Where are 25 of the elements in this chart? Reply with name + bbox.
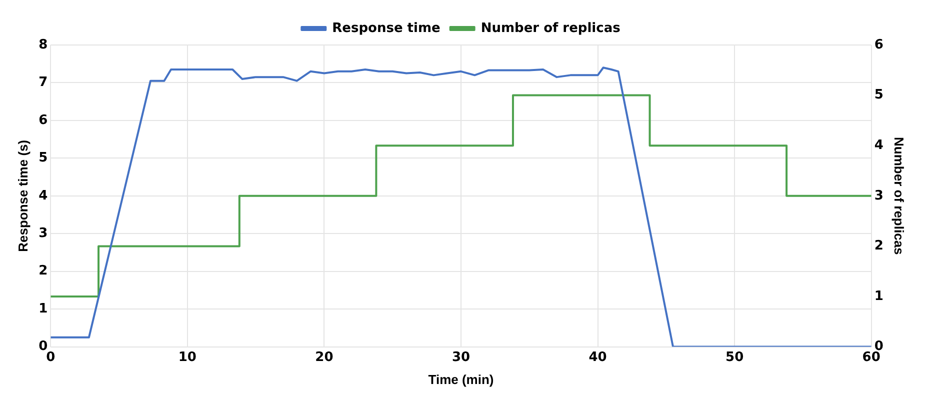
legend-label: Response time <box>332 20 441 36</box>
y-tick-label: 7 <box>38 75 48 90</box>
y-tick-label: 0 <box>38 339 48 354</box>
y-axis-title: Response time (s) <box>15 140 30 252</box>
y-tick-label: 4 <box>38 188 48 204</box>
x-tick-label: 40 <box>588 350 607 365</box>
x-tick-label: 20 <box>315 350 334 365</box>
x-tick-label: 50 <box>726 350 744 365</box>
y2-tick-label: 6 <box>874 37 884 52</box>
y-tick-label: 6 <box>38 112 48 128</box>
y-tick-label: 8 <box>38 37 48 52</box>
y-tick-label: 3 <box>38 226 48 241</box>
y2-tick-label: 3 <box>874 188 884 204</box>
y2-tick-label: 1 <box>874 288 884 304</box>
y2-tick-label: 4 <box>874 138 884 153</box>
y-tick-label: 2 <box>38 264 48 279</box>
y2-tick-label: 2 <box>874 238 884 254</box>
y2-tick-label: 5 <box>874 88 884 103</box>
y-tick-label: 1 <box>38 301 48 316</box>
x-axis-title: Time (min) <box>428 372 494 387</box>
y2-axis-title: Number of replicas <box>892 137 907 255</box>
legend-label: Number of replicas <box>480 20 621 36</box>
x-tick-label: 10 <box>178 350 196 365</box>
y-tick-label: 5 <box>38 150 48 166</box>
x-tick-label: 30 <box>452 350 470 365</box>
